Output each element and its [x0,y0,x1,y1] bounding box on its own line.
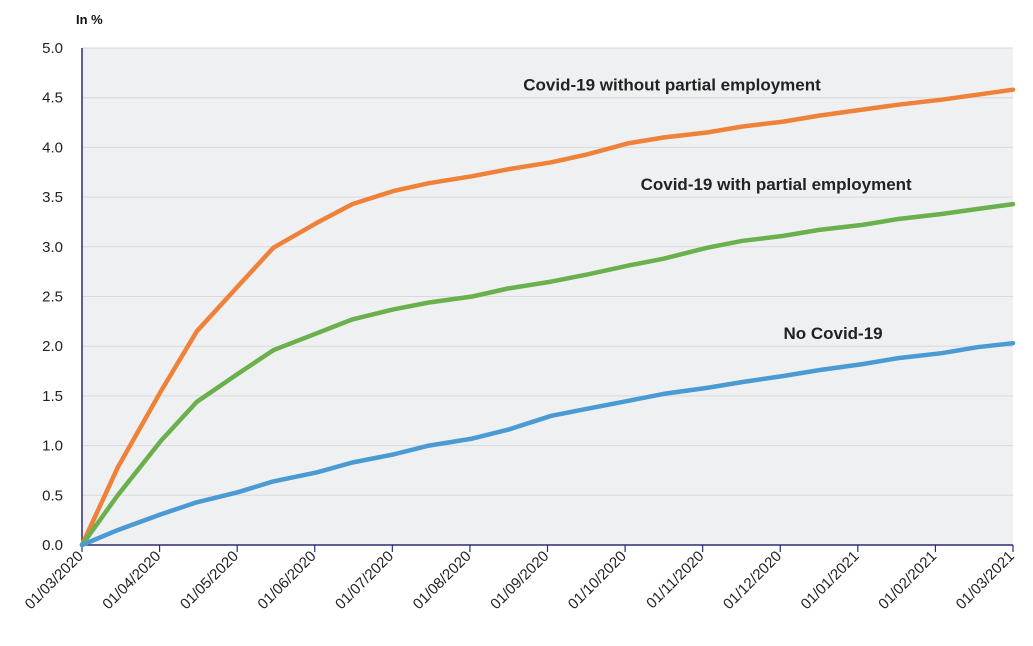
x-tick-label: 01/03/2021 [953,548,1018,613]
y-tick-label: 2.0 [42,338,63,355]
series-line [79,201,1016,548]
y-tick-label: 0.5 [42,487,63,504]
x-tick-label: 01/02/2021 [875,548,940,613]
y-tick-label: 0.0 [42,537,63,554]
x-tick-label: 01/06/2020 [254,548,319,613]
x-tick-label: 01/04/2020 [99,548,164,613]
x-tick-label: 01/10/2020 [565,548,630,613]
axes [81,48,1014,552]
x-tick-label: 01/08/2020 [410,548,475,613]
y-tick-label: 4.0 [42,139,63,156]
series-annotations: Covid-19 without partial employment Covid… [523,76,912,344]
y-tick-label: 2.5 [42,289,63,306]
y-tick-label: 5.0 [42,40,63,57]
series-annotation-label: Covid-19 with partial employment [641,175,912,194]
gridlines [82,47,1013,496]
x-tick-label: 01/05/2020 [177,548,242,613]
y-tick-label: 1.5 [42,388,63,405]
series-annotation-label: Covid-19 without partial employment [523,76,821,95]
y-tick-label: 1.0 [42,438,63,455]
x-tick-label: 01/09/2020 [487,548,552,613]
series-annotation-label: No Covid-19 [783,324,882,343]
series-line [79,340,1016,548]
y-axis-unit-label: In % [76,12,103,27]
y-tick-label: 3.0 [42,239,63,256]
series-lines [79,87,1016,548]
series-line [79,87,1016,548]
y-tick-label: 3.5 [42,189,63,206]
x-tick-label: 01/03/2020 [22,548,87,613]
x-tick-label: 01/07/2020 [332,548,397,613]
x-tick-label: 01/12/2020 [720,548,785,613]
x-tick-label: 01/11/2020 [643,548,707,612]
y-tick-label: 4.5 [42,90,63,107]
x-tick-label: 01/01/2021 [798,548,863,613]
